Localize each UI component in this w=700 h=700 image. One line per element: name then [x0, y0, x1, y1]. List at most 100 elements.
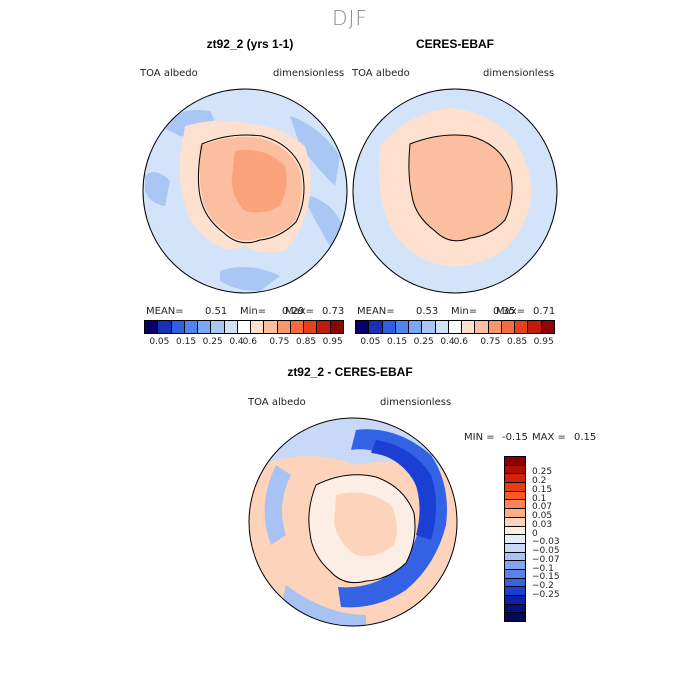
- panel1-colorbar-swatch: [171, 321, 185, 333]
- diff-colorbar-tick-label: −0.2: [532, 581, 554, 592]
- panel2-colorbar-swatch: [462, 321, 476, 333]
- panel1-colorbar-swatch: [145, 321, 159, 333]
- diff-colorbar-tick-label: 0.2: [532, 476, 547, 487]
- panel2-units-label: dimensionless: [483, 68, 555, 79]
- panel2-colorbar-swatch: [356, 321, 370, 333]
- panel1-colorbar-swatch: [211, 321, 225, 333]
- panel1-colorbar-tick-label: 0.75: [269, 337, 290, 347]
- diff-colorbar-swatch: [505, 465, 525, 475]
- panel1-colorbar-swatch: [277, 321, 291, 333]
- panel2-max-value: 0.71: [533, 306, 556, 317]
- panel1-mean-value: 0.51: [205, 306, 228, 317]
- diff-colorbar-tick-label: 0.15: [532, 484, 553, 495]
- panel1-colorbar-tick-label: 0.4: [229, 337, 244, 347]
- panel2-colorbar-swatch: [475, 321, 489, 333]
- panel1-mean-label: MEAN=: [146, 306, 184, 317]
- diff-colorbar-tick-label: 0.25: [532, 467, 553, 478]
- season-title: DJF: [332, 6, 368, 30]
- panel2-mean-label: MEAN=: [357, 306, 395, 317]
- panel1-field-label: TOA albedo: [140, 68, 198, 79]
- diff-colorbar-swatch: [505, 543, 525, 553]
- diff-colorbar-swatch: [505, 526, 525, 536]
- diff-min-label: MIN =: [464, 432, 495, 443]
- panel2-colorbar-swatch: [409, 321, 423, 333]
- panel1-title: zt92_2 (yrs 1-1): [206, 37, 294, 51]
- diff-colorbar-tick-label: 0: [532, 528, 538, 539]
- panel2-colorbar-tick-label: 0.15: [387, 337, 408, 347]
- diff-colorbar-tick-label: −0.25: [532, 589, 560, 600]
- panel2-colorbar-swatch: [501, 321, 516, 333]
- panel2-colorbar-swatch: [369, 321, 383, 333]
- diff-title: zt92_2 - CERES-EBAF: [287, 365, 413, 379]
- diff-colorbar-swatch: [505, 604, 525, 614]
- panel2-field-label: TOA albedo: [352, 68, 410, 79]
- diff-field-label: TOA albedo: [248, 397, 306, 408]
- panel2-min-label: Min=: [451, 306, 478, 317]
- diff-colorbar-swatch: [505, 500, 525, 510]
- diff-colorbar-tick-label: −0.1: [532, 563, 554, 574]
- panel1-colorbar-swatch: [317, 321, 331, 333]
- diff-colorbar-swatch: [505, 561, 525, 570]
- diff-colorbar-swatch: [505, 596, 525, 605]
- panel1-min-label: Min=: [240, 306, 267, 317]
- diff-colorbar-tick-label: −0.07: [532, 554, 560, 565]
- panel2-colorbar-swatch: [488, 321, 502, 333]
- panel1-colorbar-swatch: [158, 321, 172, 333]
- panel1-colorbar-tick-label: 0.85: [296, 337, 317, 347]
- panel1-colorbar-swatch: [264, 321, 278, 333]
- diff-colorbar-tick-label: 0.1: [532, 493, 547, 504]
- panel1-colorbar-swatch: [251, 321, 265, 333]
- panel1-colorbar-tick-label: 0.6: [242, 337, 257, 347]
- diff-colorbar-swatch: [505, 578, 525, 588]
- panel1-colorbar-tick-label: 0.05: [149, 337, 170, 347]
- panel2-colorbar-tick-label: 0.85: [507, 337, 528, 347]
- panel2-title: CERES-EBAF: [415, 37, 494, 51]
- diff-colorbar-tick-label: −0.03: [532, 537, 560, 548]
- panel1-map: [142, 88, 348, 294]
- panel2-colorbar-tick-label: 0.75: [480, 337, 501, 347]
- panel1-colorbar-swatch: [237, 321, 252, 333]
- panel2-min-value: 0.35: [493, 306, 516, 317]
- diff-min-value: -0.15: [502, 432, 528, 443]
- panel1-colorbar-swatch: [330, 321, 343, 333]
- diff-colorbar-swatch: [505, 535, 525, 544]
- diff-max-value: 0.15: [574, 432, 597, 443]
- diff-colorbar-swatch: [505, 491, 525, 501]
- panel1-colorbar-tick-label: 0.15: [176, 337, 197, 347]
- panel2-colorbar-swatch: [382, 321, 396, 333]
- diff-colorbar-tick-label: 0.07: [532, 502, 553, 513]
- panel1-max-value: 0.73: [322, 306, 345, 317]
- diff-colorbar-swatch: [505, 517, 525, 527]
- diff-colorbar-swatch: [505, 474, 525, 484]
- diff-colorbar-swatch: [505, 552, 525, 562]
- diff-map: [248, 417, 458, 627]
- panel2-colorbar: [355, 320, 555, 334]
- panel2-colorbar-swatch: [422, 321, 436, 333]
- panel1-colorbar-tick-label: 0.95: [322, 337, 343, 347]
- diff-colorbar-tick-label: 0.05: [532, 511, 553, 522]
- diff-colorbar-swatch: [505, 587, 525, 596]
- diff-max-label: MAX =: [532, 432, 566, 443]
- panel1-colorbar-tick-label: 0.25: [202, 337, 223, 347]
- panel2-map: [352, 88, 558, 294]
- panel2-mean-value: 0.53: [416, 306, 439, 317]
- panel2-colorbar-swatch: [448, 321, 463, 333]
- panel1-colorbar-swatch: [304, 321, 318, 333]
- panel2-colorbar-tick-label: 0.25: [413, 337, 434, 347]
- diff-colorbar-swatch: [505, 483, 525, 492]
- panel1-colorbar-swatch: [184, 321, 199, 333]
- diff-units-label: dimensionless: [380, 397, 452, 408]
- panel2-colorbar-swatch: [395, 321, 410, 333]
- panel1-colorbar: [144, 320, 344, 334]
- diff-colorbar-tick-label: −0.05: [532, 546, 560, 557]
- diff-colorbar-swatch: [505, 613, 525, 622]
- panel2-colorbar-swatch: [528, 321, 542, 333]
- diff-colorbar-tick-label: −0.15: [532, 572, 560, 583]
- panel1-min-value: 0.29: [282, 306, 305, 317]
- diff-colorbar-swatch: [505, 457, 525, 466]
- panel2-colorbar-swatch: [541, 321, 554, 333]
- panel2-colorbar-swatch: [515, 321, 529, 333]
- panel2-colorbar-tick-label: 0.05: [360, 337, 381, 347]
- panel2-max-label: Max=: [496, 306, 526, 317]
